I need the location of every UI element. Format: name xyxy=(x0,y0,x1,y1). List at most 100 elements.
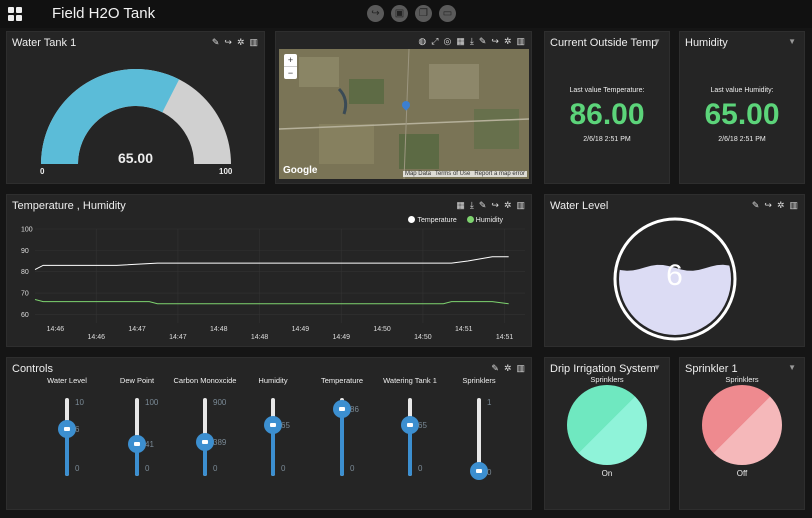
download-icon[interactable]: ⤓ xyxy=(469,200,474,210)
sprinkler-toggle-button[interactable] xyxy=(702,385,782,465)
gear-icon[interactable]: ✲ xyxy=(503,36,512,46)
calendar-icon[interactable]: ▦ xyxy=(456,36,465,46)
gauge-min: 0 xyxy=(40,167,45,176)
chart-legend: Temperature Humidity xyxy=(408,216,503,224)
slider-control: Carbon Monoxcide 900 389 0 xyxy=(169,376,241,476)
slider-handle[interactable] xyxy=(264,416,282,435)
legend-humidity[interactable]: Humidity xyxy=(466,216,503,224)
slider-max: 10 xyxy=(75,398,84,407)
y-tick-label: 60 xyxy=(21,312,29,319)
share-icon[interactable]: ↪ xyxy=(367,5,384,22)
slider-track[interactable] xyxy=(264,398,282,476)
slider-control: Humidity 65 0 xyxy=(237,376,309,476)
slider-max: 1 xyxy=(487,398,492,407)
line-chart: 100 90 80 70 60 14:46 14:47 14:48 14:49 14:50 14:5… xyxy=(21,227,525,341)
gear-icon[interactable]: ✲ xyxy=(776,200,785,210)
top-bar: Field H2O Tank ↪ ▣ ❐ ▭ xyxy=(0,0,812,28)
lock-icon[interactable]: ▣ xyxy=(391,5,408,22)
trash-icon[interactable]: ▥ xyxy=(516,200,525,210)
zoom-in-button[interactable]: + xyxy=(287,55,294,65)
slider-handle[interactable] xyxy=(401,416,419,435)
slider-track[interactable] xyxy=(401,398,419,476)
slider-control: Watering Tank 1 65 0 xyxy=(374,376,446,476)
share-icon[interactable]: ↪ xyxy=(491,200,499,210)
slider-fill xyxy=(340,408,344,476)
trash-icon[interactable]: ▥ xyxy=(516,363,525,373)
download-icon[interactable]: ⤓ xyxy=(469,36,474,46)
copy-icon[interactable]: ❐ xyxy=(415,5,432,22)
satellite-map[interactable]: + − Google Map Data Terms of Use Report … xyxy=(279,49,529,179)
chevron-down-icon[interactable]: ▼ xyxy=(653,363,661,372)
x-tick-label: 14:46 xyxy=(47,326,65,333)
slider-min: 0 xyxy=(281,464,286,473)
trash-icon[interactable]: ▥ xyxy=(249,37,258,47)
panel-title: Sprinkler 1 xyxy=(685,363,738,375)
slider-value: 65 xyxy=(281,421,290,431)
water-tank-panel: Water Tank 1 ✎ ↪ ✲ ▥ 65.00 0 100 xyxy=(6,31,265,184)
temperature-value: 86.00 xyxy=(569,98,645,131)
panel-title: Current Outside Temp xyxy=(550,37,658,49)
slider-max: 900 xyxy=(213,398,227,407)
edit-icon[interactable]: ✎ xyxy=(491,363,499,373)
controls-panel: Controls ✎ ✲ ▥ Water Level 10 6 0 Dew Point 1… xyxy=(6,357,532,510)
slider-handle[interactable] xyxy=(333,399,351,418)
edit-icon[interactable]: ✎ xyxy=(751,200,760,210)
slider-value: 389 xyxy=(213,438,227,448)
slider-handle[interactable] xyxy=(58,420,76,439)
legend-temperature[interactable]: Temperature xyxy=(408,216,457,224)
slider-handle[interactable] xyxy=(196,433,214,452)
slider-track[interactable] xyxy=(470,398,488,480)
slider-track[interactable] xyxy=(196,398,214,476)
humidity-panel: Humidity ▼ Last value Humidity: 65.00 2/… xyxy=(679,31,805,184)
slider-track[interactable] xyxy=(128,398,146,476)
drip-irrigation-panel: Drip Irrigation System ▼ Sprinklers On xyxy=(544,357,670,510)
chevron-down-icon[interactable]: ▼ xyxy=(788,37,796,46)
water-level-value: 6 xyxy=(666,259,683,292)
trash-icon[interactable]: ▥ xyxy=(789,200,798,210)
map-tools: ◍ ⤢ ◎ ▦ ⤓ ✎ ↪ ✲ ▥ xyxy=(418,36,525,47)
dashboard-menu-icon[interactable] xyxy=(8,7,22,21)
edit-icon[interactable]: ✎ xyxy=(478,36,487,46)
panel-title: Humidity xyxy=(685,37,728,49)
map-data-link[interactable]: Map Data xyxy=(404,171,431,177)
chevron-down-icon[interactable]: ▼ xyxy=(653,37,661,46)
gauge-fill xyxy=(41,69,180,164)
edit-icon[interactable]: ✎ xyxy=(211,37,220,47)
slider-control: Sprinklers 1 0 xyxy=(443,376,515,480)
calendar-icon[interactable]: ▦ xyxy=(456,200,465,210)
terms-link[interactable]: Terms of Use xyxy=(434,171,471,177)
share-icon[interactable]: ↪ xyxy=(491,36,499,46)
slider-label: Temperature xyxy=(320,376,364,385)
zoom-out-button[interactable]: − xyxy=(284,66,297,79)
share-icon[interactable]: ↪ xyxy=(764,200,772,210)
gear-icon[interactable]: ✲ xyxy=(236,37,245,47)
edit-icon[interactable]: ✎ xyxy=(478,200,487,210)
fullscreen-icon[interactable]: ⤢ xyxy=(431,36,439,46)
slider-label: Sprinklers xyxy=(462,376,496,385)
slider-min: 0 xyxy=(213,464,218,473)
slider-handle[interactable] xyxy=(128,435,146,454)
display-icon[interactable]: ▭ xyxy=(439,5,456,22)
target-icon[interactable]: ◎ xyxy=(443,36,452,46)
gear-icon[interactable]: ✲ xyxy=(503,363,512,373)
slider-control: Dew Point 100 41 0 xyxy=(101,376,173,476)
slider-min: 0 xyxy=(145,464,150,473)
slider-min: 0 xyxy=(418,464,423,473)
slider-track[interactable] xyxy=(58,398,76,476)
slider-handle[interactable] xyxy=(470,462,488,480)
slider-fill xyxy=(271,425,275,476)
x-tick-label: 14:48 xyxy=(251,334,269,341)
slider-track[interactable] xyxy=(333,398,351,476)
trash-icon[interactable]: ▥ xyxy=(516,36,525,46)
gear-icon[interactable]: ✲ xyxy=(503,200,512,210)
chevron-down-icon[interactable]: ▼ xyxy=(788,363,796,372)
series-line-temperature xyxy=(34,256,509,271)
y-tick-label: 90 xyxy=(21,248,29,255)
globe-icon[interactable]: ◍ xyxy=(418,36,427,46)
humidity-value: 65.00 xyxy=(704,98,780,131)
share-icon[interactable]: ↪ xyxy=(224,37,232,47)
drip-toggle-button[interactable] xyxy=(567,385,647,465)
report-error-link[interactable]: Report a map error xyxy=(474,171,525,177)
x-tick-label: 14:46 xyxy=(87,334,105,341)
x-tick-label: 14:50 xyxy=(414,334,432,341)
